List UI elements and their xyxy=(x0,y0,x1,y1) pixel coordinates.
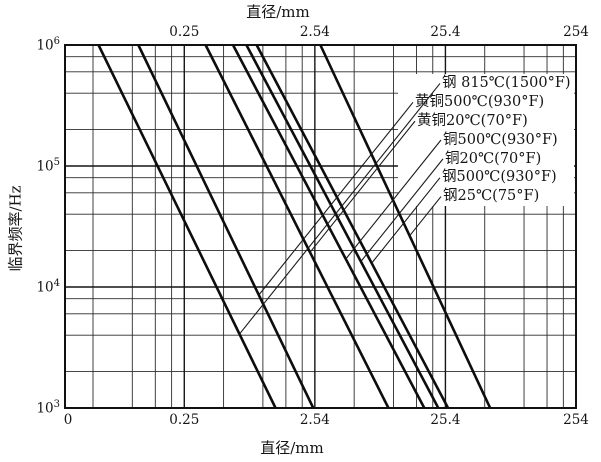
bottom-tick-label: 0.25 xyxy=(169,412,200,428)
bottom-tick-label: 2.54 xyxy=(299,412,330,428)
legend-leader-3 xyxy=(345,139,442,260)
legend-leader-5 xyxy=(371,177,441,264)
top-tick-label: 2.54 xyxy=(299,24,330,40)
top-tick-label: 254 xyxy=(563,24,589,40)
series-curve-0 xyxy=(97,44,277,409)
bottom-tick-label: 0 xyxy=(63,412,73,428)
y-tick-label: 104 xyxy=(36,278,60,296)
legend-leader-6 xyxy=(409,196,442,237)
top-tick-label: 0.25 xyxy=(169,24,200,40)
legend-leader-0 xyxy=(239,83,441,335)
legend-leader-1 xyxy=(258,101,414,296)
y-tick-label: 106 xyxy=(36,36,60,54)
legend-entry-6: 钢25℃(75°F) xyxy=(443,188,540,205)
y-axis-title: 临界频率/Hz xyxy=(6,185,25,272)
series-curve-6 xyxy=(319,44,492,409)
legend-entry-0: 钢 815℃(1500°F) xyxy=(442,75,571,92)
legend-leader-2 xyxy=(309,120,416,253)
series-curve-1 xyxy=(137,44,315,409)
series-curve-3 xyxy=(231,44,426,409)
series-curve-2 xyxy=(204,44,390,409)
legend-entry-3: 铜500℃(930°F) xyxy=(443,131,558,148)
top-tick-label: 25.4 xyxy=(430,24,461,40)
legend-entry-1: 黄铜500℃(930°F) xyxy=(415,94,545,111)
top-axis-title: 直径/mm xyxy=(246,3,310,21)
legend-leader-4 xyxy=(360,158,444,262)
series-curve-5 xyxy=(255,44,450,409)
bottom-tick-label: 25.4 xyxy=(430,412,461,428)
bottom-tick-label: 254 xyxy=(563,412,589,428)
legend-entry-2: 黄铜20℃(70°F) xyxy=(417,112,528,129)
legend-entry-4: 铜20℃(70°F) xyxy=(445,150,542,167)
series-curve-4 xyxy=(245,44,440,409)
y-tick-label: 103 xyxy=(36,399,60,417)
y-tick-label: 105 xyxy=(36,157,60,175)
bottom-axis-title: 直径/mm xyxy=(260,439,324,457)
legend: 钢 815℃(1500°F) 黄铜500℃(930°F) 黄铜20℃(70°F) 铜5… xyxy=(398,74,574,206)
legend-background xyxy=(398,74,574,206)
legend-entry-5: 钢500℃(930°F) xyxy=(442,169,557,186)
